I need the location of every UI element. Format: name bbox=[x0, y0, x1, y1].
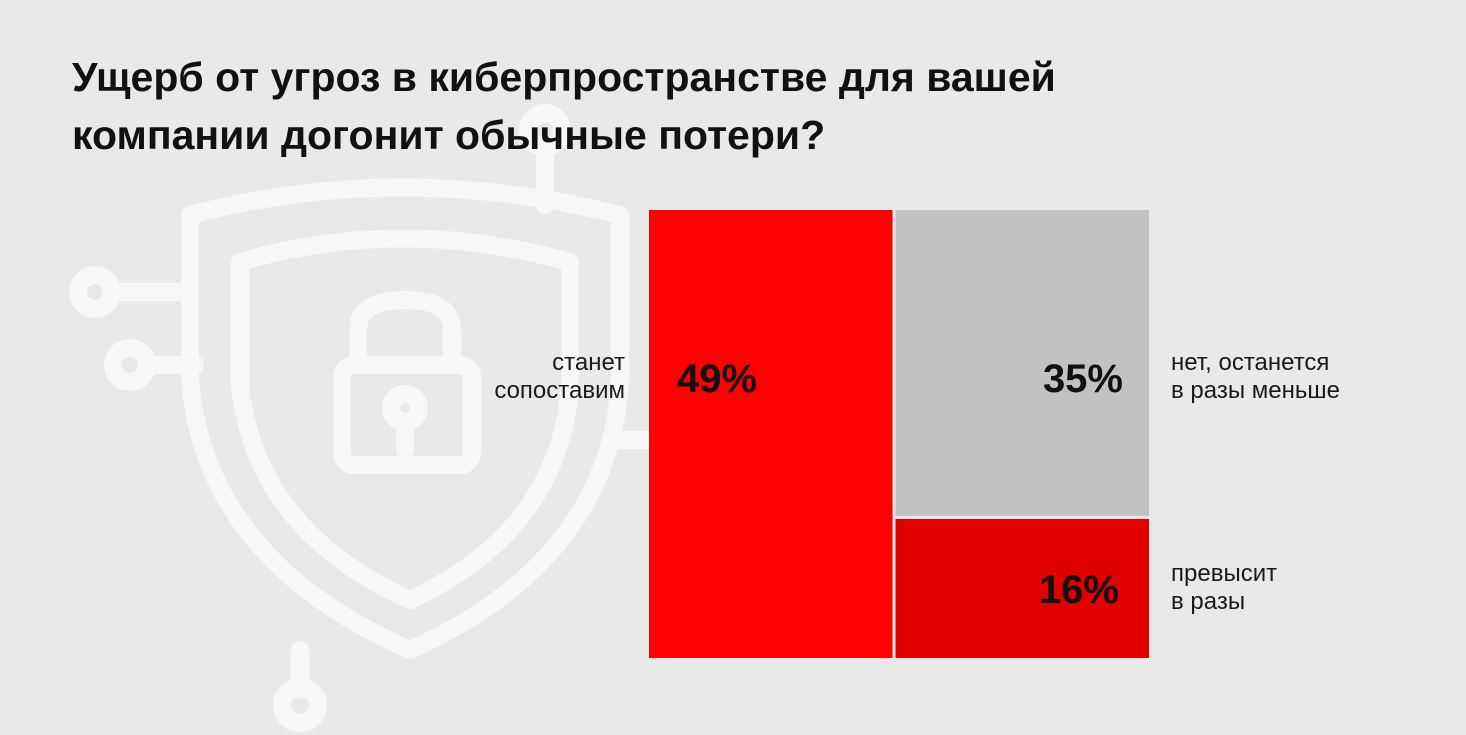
title-line-2: компании догонит обычные потери? bbox=[72, 112, 826, 158]
category-label-comparable-line-1: станет bbox=[552, 349, 625, 376]
category-label-comparable-line-2: сопоставим bbox=[494, 377, 625, 404]
shield-lock-circuit-icon bbox=[69, 104, 689, 732]
tile-comparable bbox=[649, 210, 893, 658]
title-line-1: Ущерб от угроз в киберпространстве для в… bbox=[72, 54, 1056, 100]
chart-title: Ущерб от угроз в киберпространстве для в… bbox=[72, 48, 1072, 164]
category-label-much-less-line-1: нет, останется bbox=[1171, 349, 1329, 376]
value-label-exceed: 16% bbox=[1039, 568, 1119, 612]
category-label-exceed-line-2: в разы bbox=[1171, 588, 1245, 615]
value-label-much-less: 35% bbox=[1043, 357, 1123, 401]
tile-exceed bbox=[895, 518, 1149, 658]
category-label-exceed-line-1: превысит bbox=[1171, 560, 1277, 587]
tile-much-less bbox=[895, 210, 1149, 516]
category-label-much-less-line-2: в разы меньше bbox=[1171, 377, 1340, 404]
value-label-comparable: 49% bbox=[677, 357, 757, 401]
